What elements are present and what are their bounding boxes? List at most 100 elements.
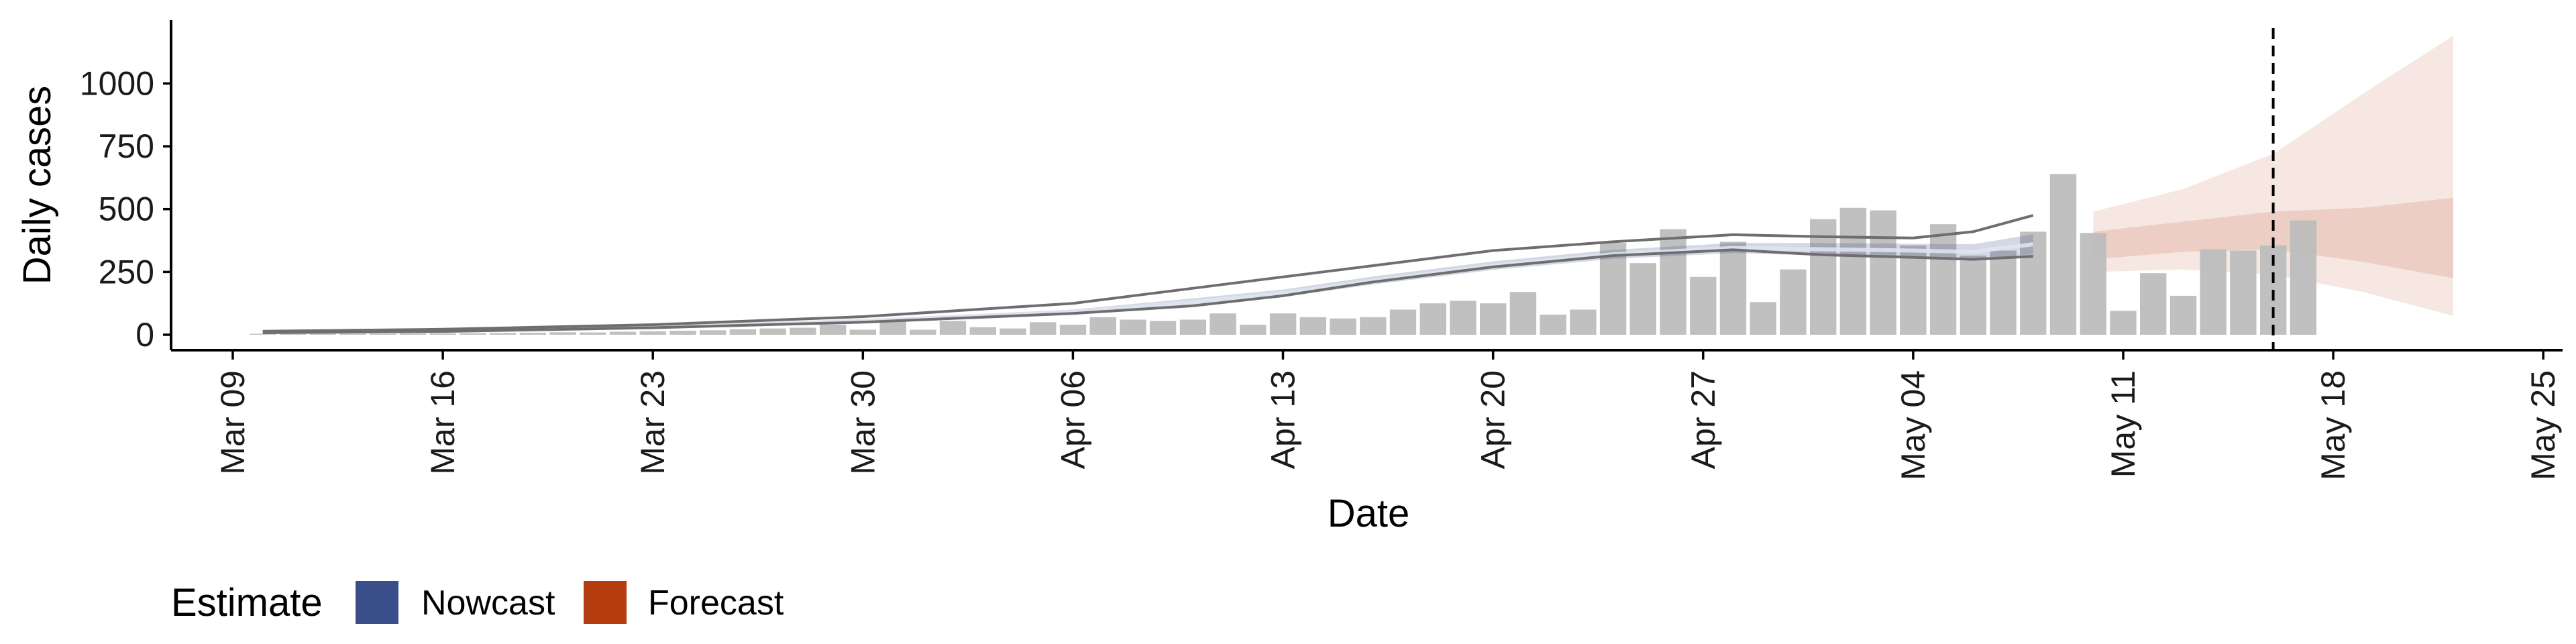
bar [1960, 256, 1987, 335]
bar [1570, 309, 1597, 335]
bar [309, 333, 336, 335]
bar [1540, 315, 1566, 335]
bar [1690, 276, 1717, 335]
bar [2049, 174, 2077, 335]
bar [1839, 207, 1867, 335]
bar [1330, 318, 1356, 335]
x-tick-label: May 25 [2524, 370, 2562, 480]
x-tick-label: May 11 [2104, 370, 2142, 478]
x-tick-label: Apr 13 [1265, 370, 1302, 469]
bar [2110, 311, 2137, 335]
bar [819, 325, 847, 335]
bar [2020, 231, 2047, 335]
bar [1089, 317, 1116, 335]
legend-label-nowcast: Nowcast [421, 584, 555, 623]
bar [2230, 250, 2257, 335]
legend-label-forecast: Forecast [648, 584, 784, 623]
axes-group [170, 20, 2563, 352]
nowcast-upper-line [262, 214, 2034, 333]
bar [1870, 210, 1896, 335]
bar [729, 329, 757, 335]
bar [1000, 328, 1026, 335]
x-ticks: Mar 09 Mar 16 Mar 23 Mar 30 Apr 06 Apr 13 Apr … [214, 350, 2562, 480]
legend-title: Estimate [171, 581, 323, 625]
legend-swatch-nowcast [356, 581, 398, 624]
bar [460, 333, 486, 335]
bar [370, 333, 396, 335]
bar [969, 327, 996, 335]
bar [879, 321, 906, 335]
bar [339, 333, 366, 335]
bar [1480, 303, 1507, 335]
bar [910, 329, 936, 335]
y-tick-label: 1000 [80, 64, 154, 102]
bar [1629, 263, 1656, 335]
bar [609, 331, 637, 335]
bar [2200, 249, 2226, 335]
bar [1360, 317, 1387, 335]
x-tick-label: Apr 27 [1684, 370, 1722, 469]
x-tick-label: Mar 09 [214, 370, 252, 475]
bar [1210, 313, 1236, 335]
bar [849, 329, 876, 335]
bar [1240, 325, 1267, 335]
bar [1660, 229, 1686, 335]
bar [1929, 224, 1957, 335]
bar [250, 333, 276, 335]
bar [580, 332, 606, 335]
x-tick-label: May 04 [1894, 370, 1932, 480]
bar [399, 333, 427, 335]
bar [1719, 241, 1747, 335]
bar [1389, 309, 1417, 335]
y-axis-title: Daily cases [15, 86, 59, 285]
bar [939, 321, 967, 335]
bar [1299, 317, 1326, 335]
nowcast-lower-line [262, 248, 2033, 334]
x-tick-label: Mar 23 [634, 370, 672, 475]
bar [790, 327, 816, 335]
y-tick-label: 250 [99, 253, 154, 290]
bar [1059, 325, 1087, 335]
bar [639, 331, 666, 335]
bar [2290, 220, 2317, 335]
x-tick-label: Mar 16 [424, 370, 462, 475]
bar [1810, 219, 1837, 335]
bar [1599, 243, 1627, 335]
bar [2169, 295, 2197, 335]
bar [2080, 233, 2106, 335]
y-ticks: 0 250 500 750 1000 [80, 64, 171, 354]
y-tick-label: 500 [99, 191, 154, 228]
bar [1450, 301, 1477, 335]
bar [1900, 246, 1927, 335]
y-tick-label: 750 [99, 127, 154, 165]
bar [549, 332, 576, 335]
x-axis-title: Date [1328, 492, 1410, 535]
x-tick-label: Mar 30 [844, 370, 881, 475]
bars-group [250, 174, 2317, 335]
bar [1030, 322, 1057, 335]
bar [1750, 302, 1776, 335]
bar [1419, 303, 1446, 335]
bar [2140, 273, 2167, 335]
bar [279, 333, 307, 335]
nowcast-lines [262, 214, 2034, 334]
bar [1149, 321, 1177, 335]
bar [669, 331, 696, 335]
x-tick-label: May 18 [2314, 370, 2352, 480]
bar [1269, 313, 1297, 335]
bar [700, 330, 727, 335]
bar [1179, 319, 1207, 335]
legend: Estimate Nowcast Forecast [171, 581, 784, 625]
bar [1780, 269, 1807, 335]
bar [489, 333, 517, 335]
bar [1990, 250, 2017, 335]
bar [519, 333, 546, 335]
legend-swatch-forecast [584, 581, 627, 624]
bar [1509, 292, 1537, 335]
bar [429, 333, 456, 335]
bar [759, 328, 786, 335]
x-tick-label: Apr 06 [1054, 370, 1091, 469]
y-tick-label: 0 [136, 316, 154, 354]
